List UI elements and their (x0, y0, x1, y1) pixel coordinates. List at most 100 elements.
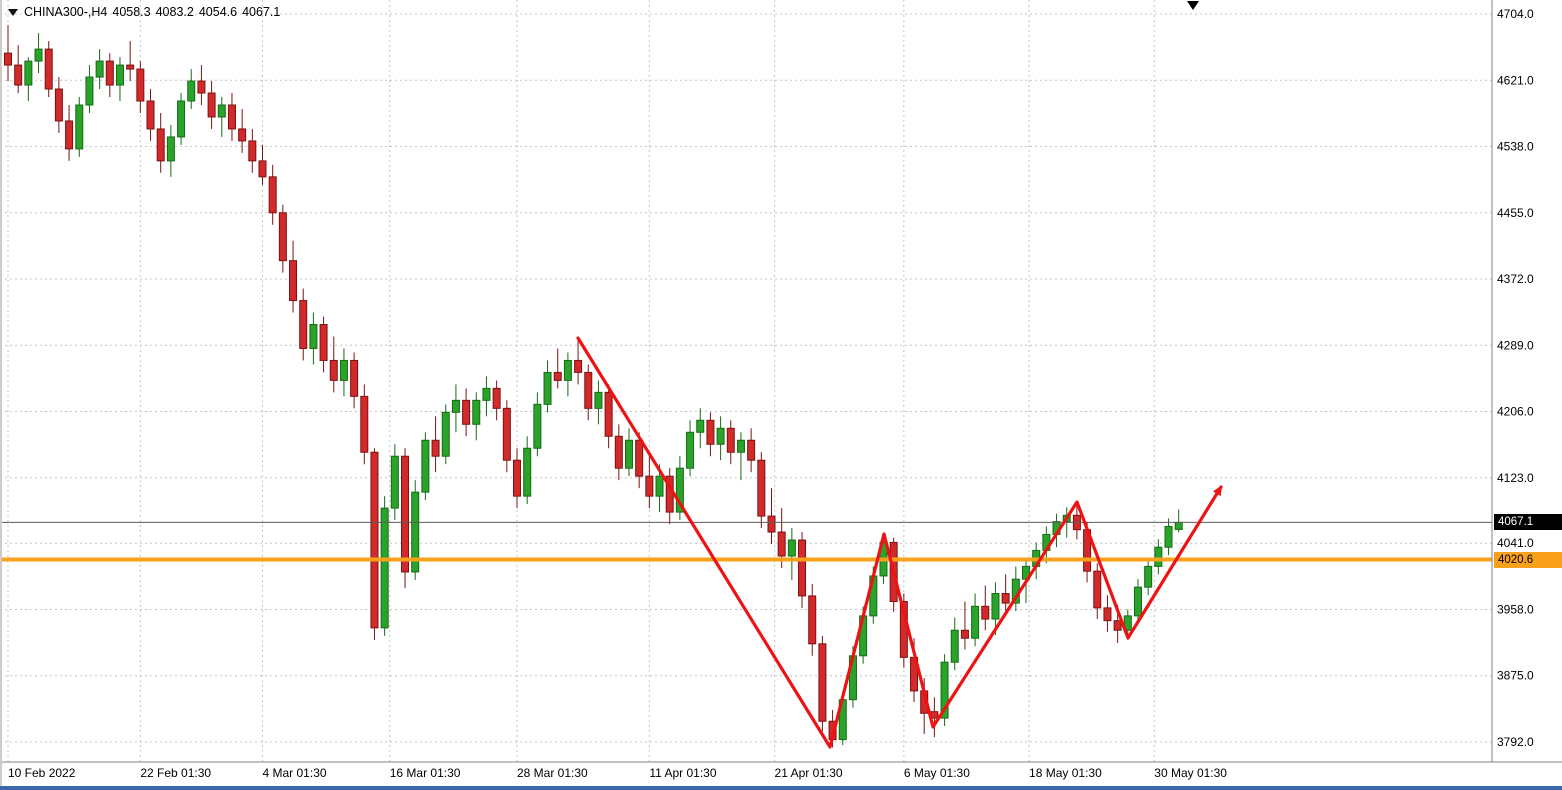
candle (808, 583, 817, 656)
chart-title-bar: CHINA300-,H4 4058.3 4083.2 4054.6 4067.1 (8, 4, 280, 20)
candle (1093, 563, 1102, 620)
candle (350, 352, 359, 409)
candle (451, 384, 460, 433)
candle (370, 448, 379, 640)
candle (574, 339, 583, 385)
candle (126, 41, 135, 82)
candle (726, 420, 735, 465)
candle (553, 348, 562, 389)
candle (238, 108, 247, 153)
candle (166, 124, 175, 177)
symbol-timeframe-label: CHINA300-,H4 (24, 5, 108, 19)
candle (645, 456, 654, 509)
ohlc-open-value: 4058.3 (112, 5, 151, 19)
candle (156, 112, 165, 173)
time-tick-label: 11 Apr 01:30 (649, 766, 716, 780)
candle (940, 654, 949, 727)
ohlc-low-value: 4054.6 (198, 5, 238, 19)
candle (563, 352, 572, 397)
candle (614, 424, 623, 481)
time-tick-label: 4 Mar 01:30 (263, 766, 327, 780)
candles-layer (4, 25, 1183, 748)
candle (268, 164, 277, 225)
candle (289, 240, 298, 313)
time-tick-label: 21 Apr 01:30 (775, 766, 843, 780)
candle (227, 93, 236, 141)
hline-price-badge: 4020.6 (1494, 551, 1562, 568)
window-bottom-border (0, 786, 1562, 790)
candle (401, 448, 410, 588)
candle (248, 128, 257, 173)
candle (1133, 579, 1142, 624)
price-tick-label: 4123.0 (1497, 471, 1534, 485)
candle (177, 93, 186, 145)
candle (818, 635, 827, 732)
candle (798, 532, 807, 608)
candle (513, 448, 521, 509)
candle (278, 204, 287, 273)
candle (431, 416, 440, 473)
candle (1001, 574, 1010, 615)
candle (533, 392, 542, 457)
time-tick-label: 30 May 01:30 (1154, 766, 1227, 780)
candle (115, 57, 124, 102)
price-tick-label: 4621.0 (1497, 73, 1534, 87)
candle (991, 582, 1000, 636)
price-tick-label: 4704.0 (1497, 7, 1534, 21)
price-tick-label: 3792.0 (1497, 735, 1534, 749)
candle (716, 416, 725, 461)
candle (665, 468, 674, 525)
candle (686, 420, 695, 477)
candle (14, 45, 23, 94)
candle (136, 61, 145, 113)
price-tick-label: 4041.0 (1497, 536, 1534, 550)
candle (971, 593, 980, 647)
candle (472, 392, 481, 441)
time-axis[interactable]: 10 Feb 2022 22 Feb 01:30 4 Mar 01:30 16 Mar… (8, 766, 1227, 780)
ohlc-high-value: 4083.2 (155, 5, 194, 19)
candle (85, 65, 94, 113)
candle (1174, 509, 1183, 533)
candle (747, 428, 756, 473)
candle (675, 456, 684, 521)
time-tick-label: 18 May 01:30 (1029, 766, 1102, 780)
candle (197, 65, 206, 105)
candle (319, 316, 328, 373)
candle (981, 585, 990, 631)
candle (65, 105, 74, 161)
candle (360, 384, 369, 465)
candle (34, 33, 43, 74)
candle (54, 77, 63, 133)
window-left-border (0, 0, 2, 786)
candle (960, 601, 969, 650)
candle (757, 452, 766, 529)
candle (604, 384, 613, 449)
candle (217, 97, 226, 137)
candle (441, 404, 450, 465)
price-tick-label: 4289.0 (1497, 338, 1534, 352)
price-axis[interactable]: 4704.0 4621.0 4538.0 4455.0 4372.0 4289.0 4206… (1497, 7, 1534, 749)
candle (950, 617, 959, 671)
price-tick-label: 4538.0 (1497, 140, 1534, 154)
chart-shift-marker-icon[interactable] (1187, 1, 1199, 10)
candle (44, 41, 53, 98)
candle (339, 348, 348, 397)
candle (584, 364, 593, 421)
candle (502, 400, 511, 473)
candle (1164, 518, 1173, 556)
candle (299, 288, 308, 361)
candle (309, 312, 318, 365)
trend-arrow-annotation[interactable] (576, 336, 1223, 749)
time-tick-label: 28 Mar 01:30 (517, 766, 588, 780)
candle (258, 144, 267, 185)
candle (380, 496, 389, 636)
candle (462, 388, 471, 437)
price-tick-label: 4372.0 (1497, 272, 1534, 286)
candle (523, 436, 532, 505)
symbol-dropdown-icon[interactable] (8, 8, 18, 16)
candle (105, 53, 114, 98)
price-tick-label: 3958.0 (1497, 602, 1534, 616)
current-price-badge: 4067.1 (1494, 514, 1562, 531)
